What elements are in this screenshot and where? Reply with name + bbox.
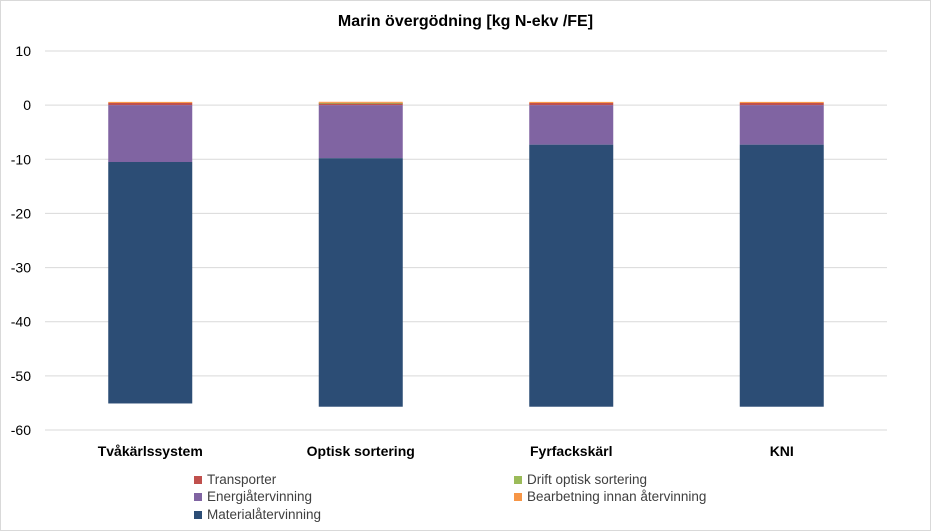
legend-swatch [194,493,202,501]
bar-segment [108,102,193,106]
legend-swatch [514,493,522,501]
y-tick-label: 10 [15,43,31,59]
y-tick-label: -30 [11,260,31,276]
y-tick-label: -20 [11,205,31,221]
bar-segment [318,105,403,159]
x-tick-label: KNI [770,443,794,459]
bar-segment [108,161,193,404]
legend-item: Transporter [194,472,276,487]
y-tick-label: -50 [11,368,31,384]
x-tick-label: Tvåkärlssystem [98,443,203,459]
y-tick-label: -10 [11,151,31,167]
y-tick-label: -60 [11,422,31,438]
legend-item: Drift optisk sortering [514,472,647,487]
legend-item: Materialåtervinning [194,507,321,522]
bar-segment [529,102,614,106]
y-tick-label: -40 [11,314,31,330]
legend-label: Drift optisk sortering [527,472,648,487]
legend-label: Energiåtervinning [207,489,313,504]
x-tick-label: Fyrfackskärl [530,443,613,459]
bar-segment [529,101,614,103]
chart-title: Marin övergödning [kg N-ekv /FE] [337,13,594,30]
legend-swatch [194,511,202,519]
legend-label: Bearbetning innan återvinning [527,489,707,504]
bar-segment [318,102,403,104]
bar-segment [739,101,824,103]
legend-item: Energiåtervinning [194,489,312,504]
bar-segment [739,105,824,145]
bar-segment [739,144,824,407]
bar-segment [739,102,824,106]
legend-item: Bearbetning innan återvinning [514,489,706,504]
bar-segment [318,158,403,407]
bar-segment [108,105,193,162]
y-tick-label: 0 [23,97,31,113]
legend-label: Materialåtervinning [207,507,322,522]
bar-segment [529,144,614,407]
bar-segment [529,105,614,145]
legend-swatch [514,476,522,484]
bar-segment [108,101,193,103]
legend-label: Transporter [207,472,277,487]
bar-segment [318,102,403,106]
legend-swatch [194,476,202,484]
bar-segment [318,101,403,103]
x-tick-label: Optisk sortering [307,443,415,459]
